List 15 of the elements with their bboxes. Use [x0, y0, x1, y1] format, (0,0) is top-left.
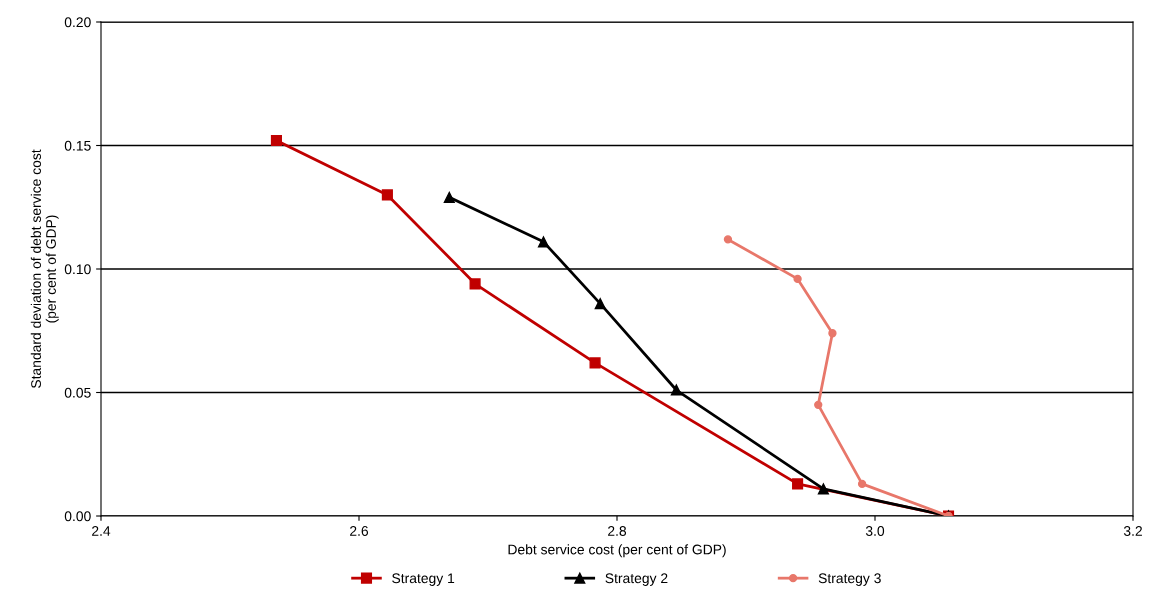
y-axis-title: Standard deviation of debt service cost (per cent of GDP) — [30, 149, 59, 389]
y-tick-label: 0.05 — [64, 387, 91, 398]
x-tick-label: 2.6 — [350, 526, 369, 536]
y-tick-label: 0.15 — [64, 140, 91, 151]
x-tick-label: 2.8 — [608, 526, 627, 536]
y-tick-label: 0.20 — [64, 17, 91, 28]
y-tick-label: 0.10 — [64, 264, 91, 275]
legend-label: Strategy 2 — [605, 573, 668, 586]
x-tick-label: 3.2 — [1123, 526, 1142, 536]
x-tick-label: 3.0 — [865, 526, 885, 536]
legend-label: Strategy 1 — [392, 573, 455, 586]
y-tick-label: 0.00 — [64, 511, 91, 522]
x-axis-title: Debt service cost (per cent of GDP) — [508, 544, 726, 558]
legend-label: Strategy 3 — [818, 573, 881, 586]
x-tick-label: 2.4 — [92, 526, 111, 536]
